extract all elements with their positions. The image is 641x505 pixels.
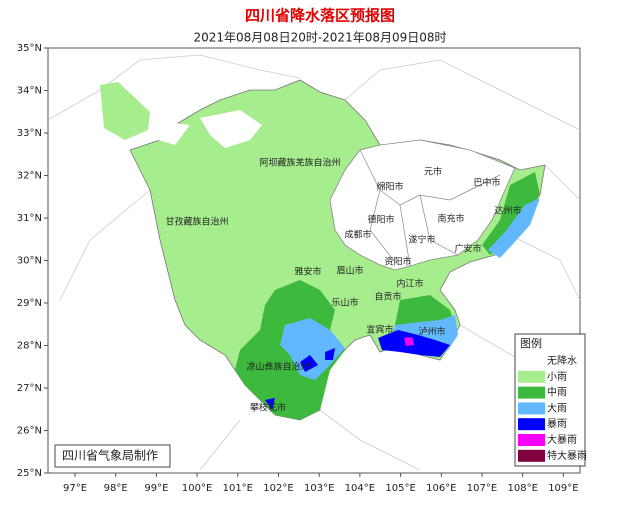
place-label: 自贡市 bbox=[374, 291, 401, 303]
moderate-rain-area bbox=[482, 172, 540, 255]
footer-box bbox=[54, 444, 171, 468]
neighbor-boundaries bbox=[47, 54, 581, 471]
lon-label: 101°E bbox=[223, 483, 253, 494]
lat-label: 27°N bbox=[17, 383, 42, 394]
place-label: 资阳市 bbox=[384, 256, 411, 268]
legend-title: 图例 bbox=[520, 336, 542, 350]
legend-swatch bbox=[518, 355, 545, 367]
lon-label: 104°E bbox=[345, 483, 375, 494]
place-label: 凉山彝族自治州 bbox=[246, 361, 309, 373]
lon-label: 109°E bbox=[548, 483, 578, 494]
lon-label: 108°E bbox=[507, 483, 537, 494]
place-label: 甘孜藏族自治州 bbox=[165, 216, 228, 228]
place-label: 德阳市 bbox=[367, 214, 394, 226]
rainstorm-area bbox=[378, 330, 450, 357]
extreme-rainstorm-area bbox=[404, 337, 414, 346]
title: 四川省降水落区预报图 bbox=[245, 7, 395, 25]
place-label: 达州市 bbox=[494, 205, 521, 217]
lon-label: 105°E bbox=[385, 483, 415, 494]
lat-label: 32°N bbox=[17, 171, 42, 182]
legend-swatch bbox=[518, 449, 545, 462]
lon-label: 102°E bbox=[263, 483, 293, 494]
lat-label: 34°N bbox=[17, 86, 42, 97]
lat-label: 29°N bbox=[17, 298, 42, 309]
lon-label: 100°E bbox=[182, 483, 212, 494]
subtitle: 2021年08月08日20时-2021年08月09日08时 bbox=[193, 31, 446, 45]
legend-label: 暴雨 bbox=[547, 418, 567, 430]
lat-label: 28°N bbox=[17, 341, 42, 352]
place-label: 阿坝藏族羌族自治州 bbox=[259, 157, 340, 169]
lon-label: 99°E bbox=[144, 483, 168, 494]
boundary bbox=[47, 54, 301, 121]
heavy-rain-area bbox=[280, 318, 345, 380]
legend-swatch bbox=[518, 434, 545, 446]
legend-swatch bbox=[518, 386, 545, 399]
place-label: 遂宁市 bbox=[408, 234, 435, 246]
lon-label: 106°E bbox=[426, 483, 456, 494]
place-label: 广安市 bbox=[454, 243, 481, 255]
lon-label: 98°E bbox=[104, 483, 128, 494]
lat-label: 31°N bbox=[17, 213, 42, 224]
place-label: 成都市 bbox=[344, 229, 371, 241]
no-rain-area bbox=[150, 110, 262, 148]
province bbox=[100, 79, 546, 421]
legend-label: 大雨 bbox=[547, 401, 567, 414]
legend-label: 无降水 bbox=[547, 354, 577, 367]
rainstorm-area bbox=[265, 348, 335, 410]
boundary bbox=[344, 59, 581, 131]
place-label: 攀枝花市 bbox=[250, 402, 286, 414]
district-boundary bbox=[359, 149, 501, 267]
place-label: 雅安市 bbox=[294, 266, 321, 278]
lat-label: 25°N bbox=[17, 468, 42, 479]
place-label: 泸州市 bbox=[418, 326, 445, 338]
lon-label: 107°E bbox=[467, 483, 497, 494]
lat-label: 35°N bbox=[17, 43, 42, 54]
place-label: 南充市 bbox=[437, 213, 464, 225]
place-label: 乐山市 bbox=[331, 297, 358, 309]
lon-label: 103°E bbox=[304, 483, 334, 494]
lat-label: 33°N bbox=[17, 128, 42, 139]
legend-label: 中雨 bbox=[547, 386, 567, 399]
heavy-rain-area bbox=[488, 198, 540, 258]
place-label: 眉山市 bbox=[336, 265, 363, 277]
place-label: 内江市 bbox=[396, 278, 423, 290]
place-label: 巴中市 bbox=[473, 177, 500, 189]
boundary bbox=[59, 189, 421, 471]
ticks: 35°N 34°N 33°N 32°N 31°N 30°N 29°N 28°N 27°N 26°N… bbox=[17, 43, 579, 494]
lat-label: 26°N bbox=[17, 426, 42, 437]
light-rain-area bbox=[100, 82, 150, 140]
legend-label: 小雨 bbox=[547, 371, 567, 383]
legend-label: 大暴雨 bbox=[547, 433, 577, 446]
lon-label: 97°E bbox=[63, 483, 87, 494]
lat-label: 30°N bbox=[17, 256, 42, 267]
legend-swatch bbox=[518, 402, 545, 415]
place-label: 宜宾市 bbox=[366, 324, 393, 336]
legend-swatch bbox=[518, 370, 545, 383]
legend-swatch bbox=[518, 418, 545, 431]
footer: 四川省气象局制作 bbox=[62, 448, 158, 463]
legend-box bbox=[514, 333, 586, 467]
place-label: 元市 bbox=[424, 166, 442, 178]
legend-label: 特大暴雨 bbox=[547, 449, 587, 462]
place-label: 绵阳市 bbox=[376, 181, 403, 193]
